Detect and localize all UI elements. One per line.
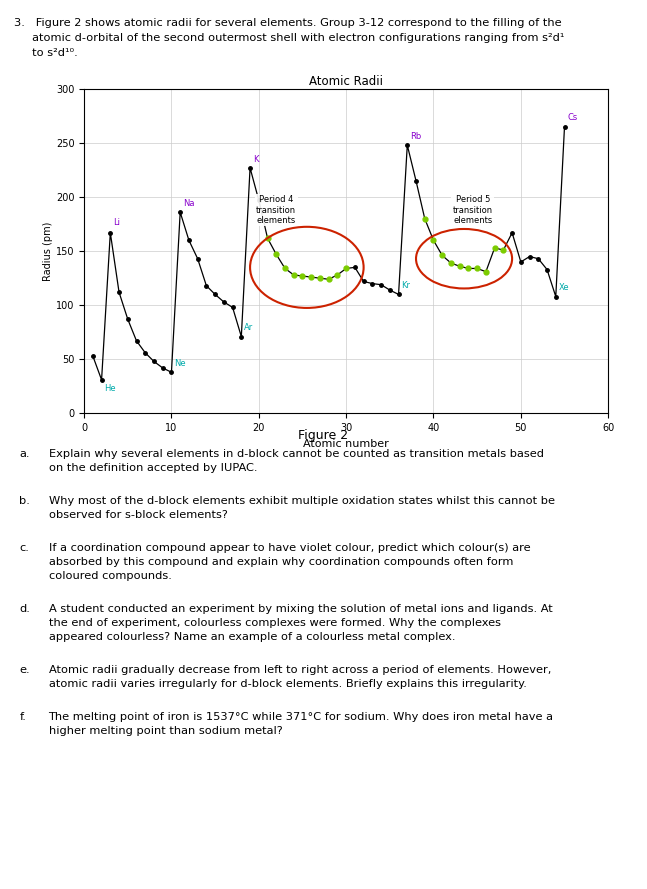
Title: Atomic Radii: Atomic Radii bbox=[309, 75, 383, 88]
Text: appeared colourless? Name an example of a colourless metal complex.: appeared colourless? Name an example of … bbox=[49, 631, 455, 642]
Text: The melting point of iron is 1537°C while 371°C for sodium. Why does iron metal : The melting point of iron is 1537°C whil… bbox=[49, 712, 554, 722]
Text: Explain why several elements in d-block cannot be counted as transition metals b: Explain why several elements in d-block … bbox=[49, 449, 543, 459]
Text: to s²d¹⁰.: to s²d¹⁰. bbox=[14, 48, 78, 58]
Text: Li: Li bbox=[113, 219, 120, 228]
Text: If a coordination compound appear to have violet colour, predict which colour(s): If a coordination compound appear to hav… bbox=[49, 543, 530, 553]
Text: e.: e. bbox=[19, 665, 30, 675]
Text: Why most of the d-block elements exhibit multiple oxidation states whilst this c: Why most of the d-block elements exhibit… bbox=[49, 496, 554, 506]
Text: Ne: Ne bbox=[174, 359, 186, 368]
Text: on the definition accepted by IUPAC.: on the definition accepted by IUPAC. bbox=[49, 462, 257, 473]
Text: Kr: Kr bbox=[401, 281, 410, 290]
Text: d.: d. bbox=[19, 605, 30, 614]
Text: Figure 2: Figure 2 bbox=[298, 429, 349, 443]
Text: Atomic radii gradually decrease from left to right across a period of elements. : Atomic radii gradually decrease from lef… bbox=[49, 665, 551, 675]
Text: observed for s-block elements?: observed for s-block elements? bbox=[49, 509, 227, 520]
Text: higher melting point than sodium metal?: higher melting point than sodium metal? bbox=[49, 725, 282, 736]
Text: the end of experiment, colourless complexes were formed. Why the complexes: the end of experiment, colourless comple… bbox=[49, 618, 501, 628]
Text: Xe: Xe bbox=[558, 284, 569, 292]
Text: Period 4
transition
elements: Period 4 transition elements bbox=[256, 196, 296, 225]
Text: Period 5
transition
elements: Period 5 transition elements bbox=[453, 196, 493, 225]
Text: coloured compounds.: coloured compounds. bbox=[49, 571, 171, 581]
Text: f.: f. bbox=[19, 712, 27, 722]
Text: absorbed by this compound and explain why coordination compounds often form: absorbed by this compound and explain wh… bbox=[49, 557, 513, 567]
Y-axis label: Radius (pm): Radius (pm) bbox=[43, 221, 53, 281]
Text: A student conducted an experiment by mixing the solution of metal ions and ligan: A student conducted an experiment by mix… bbox=[49, 605, 553, 614]
Text: K: K bbox=[253, 155, 258, 164]
Text: Rb: Rb bbox=[410, 132, 421, 140]
Text: Na: Na bbox=[183, 199, 194, 208]
X-axis label: Atomic number: Atomic number bbox=[303, 438, 389, 449]
Text: atomic d-orbital of the second outermost shell with electron configurations rang: atomic d-orbital of the second outermost… bbox=[14, 33, 565, 43]
Text: Ar: Ar bbox=[244, 324, 253, 332]
Text: c.: c. bbox=[19, 543, 29, 553]
Text: He: He bbox=[104, 384, 116, 393]
Text: a.: a. bbox=[19, 449, 30, 459]
Text: Cs: Cs bbox=[567, 114, 577, 123]
Text: b.: b. bbox=[19, 496, 30, 506]
Text: 3.   Figure 2 shows atomic radii for several elements. Group 3-12 correspond to : 3. Figure 2 shows atomic radii for sever… bbox=[14, 18, 562, 28]
Text: atomic radii varies irregularly for d-block elements. Briefly explains this irre: atomic radii varies irregularly for d-bl… bbox=[49, 679, 527, 689]
